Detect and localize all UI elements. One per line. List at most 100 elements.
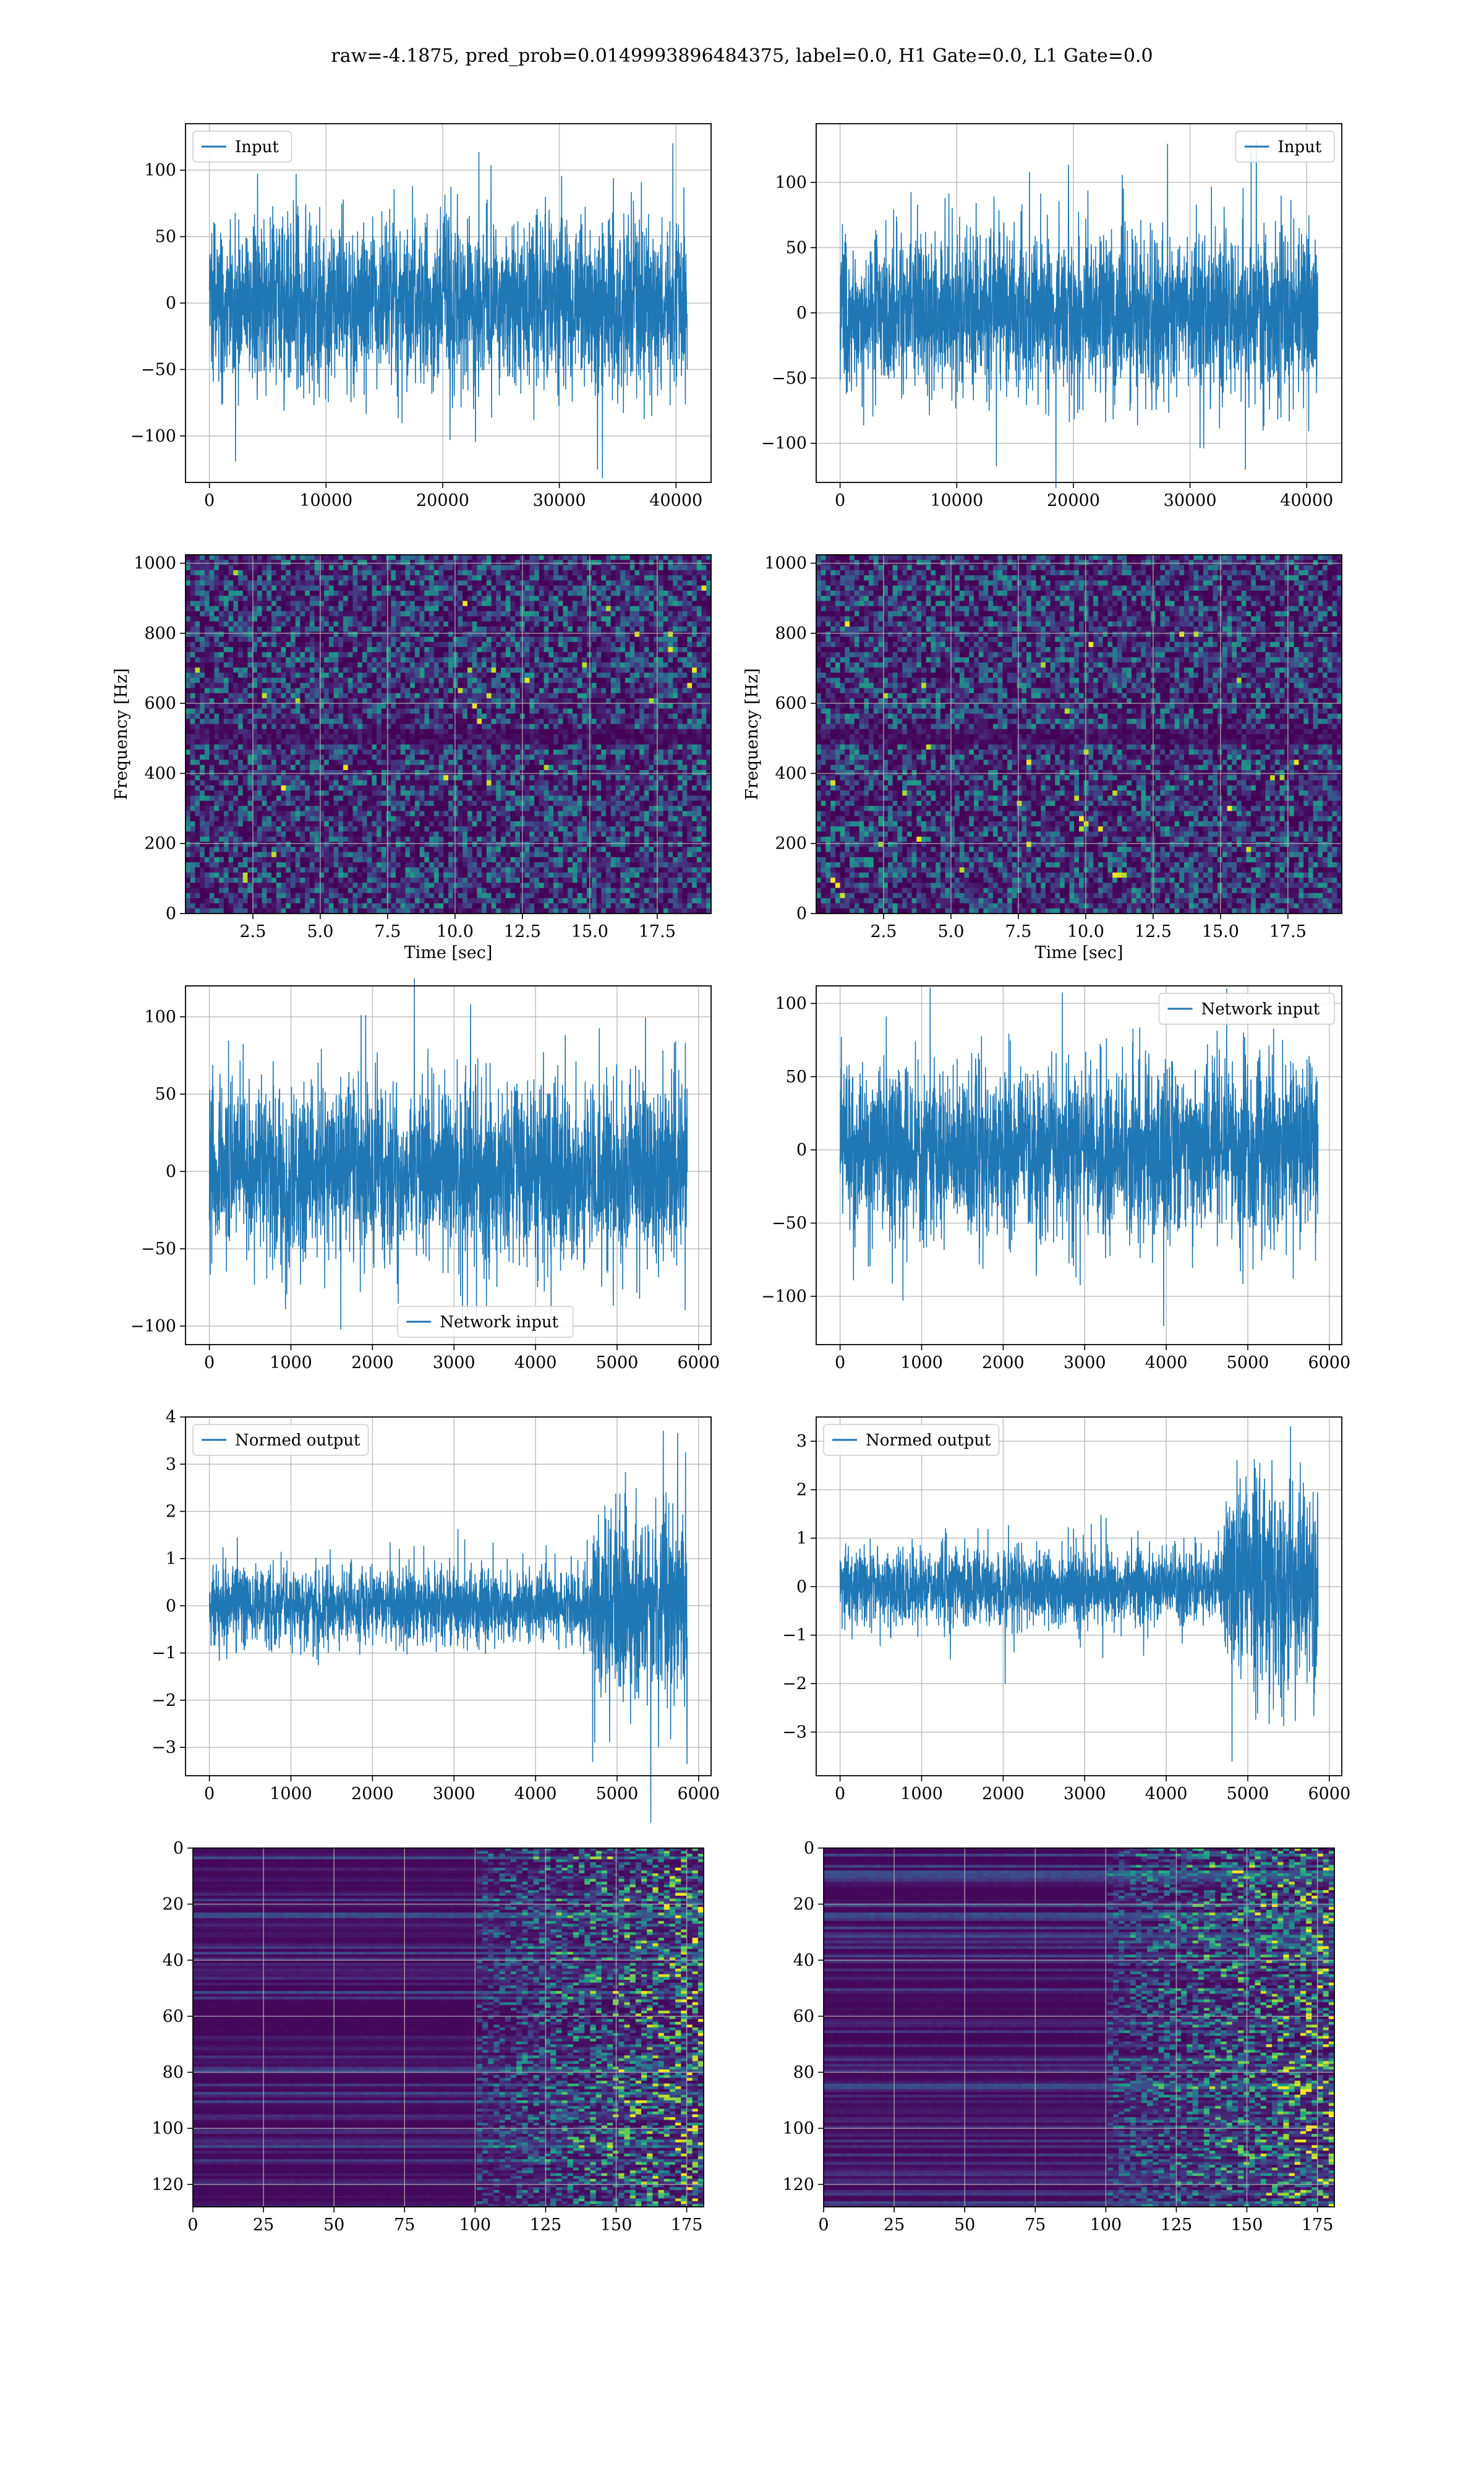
heatmap-cell: [386, 683, 391, 688]
heatmap-cell: [396, 570, 401, 576]
heatmap-cell: [615, 714, 620, 719]
heatmap-cell: [463, 673, 467, 678]
heatmap-cell: [315, 683, 320, 688]
heatmap-cell: [553, 580, 558, 586]
heatmap-cell: [367, 683, 372, 688]
heatmap-cell: [692, 714, 697, 719]
heatmap-cell: [606, 667, 611, 673]
heatmap-cell: [548, 652, 553, 657]
heatmap-cell: [352, 565, 357, 571]
heatmap-cell: [219, 601, 224, 607]
heatmap-cell: [678, 591, 683, 596]
heatmap-cell: [563, 729, 568, 735]
heatmap-cell: [443, 616, 448, 622]
heatmap-cell: [659, 570, 663, 576]
heatmap-cell: [214, 591, 219, 596]
heatmap-cell: [510, 714, 515, 719]
heatmap-cell: [396, 565, 401, 571]
heatmap-cell: [496, 601, 501, 607]
heatmap-cell: [649, 652, 654, 657]
heatmap-cell: [506, 703, 511, 709]
heatmap-cell: [424, 714, 429, 719]
heatmap-cell: [271, 652, 276, 657]
heatmap-cell: [448, 580, 453, 586]
heatmap-cell: [195, 637, 200, 643]
heatmap-cell: [510, 570, 515, 576]
heatmap-cell: [539, 560, 544, 565]
heatmap-cell: [692, 601, 697, 607]
heatmap-cell: [186, 709, 190, 714]
heatmap-cell: [233, 575, 238, 581]
heatmap-cell: [224, 642, 229, 648]
heatmap-cell: [654, 631, 659, 637]
heatmap-cell: [492, 555, 497, 560]
heatmap-cell: [573, 703, 578, 709]
heatmap-cell: [673, 586, 678, 591]
heatmap-cell: [544, 616, 549, 622]
heatmap-cell: [262, 652, 267, 657]
heatmap-cell: [386, 580, 391, 586]
heatmap-cell: [501, 688, 506, 693]
heatmap-cell: [678, 729, 683, 735]
heatmap-cell: [415, 729, 420, 735]
heatmap-cell: [639, 611, 644, 617]
x-tick-label: 30000: [1164, 491, 1217, 510]
heatmap-cell: [257, 631, 262, 637]
heatmap-cell: [367, 586, 372, 591]
heatmap-cell: [229, 606, 234, 612]
heatmap-cell: [305, 667, 310, 673]
heatmap-cell: [271, 719, 276, 724]
heatmap-cell: [276, 673, 281, 678]
heatmap-cell: [529, 724, 534, 729]
heatmap-cell: [329, 616, 334, 622]
heatmap-cell: [362, 555, 367, 560]
heatmap-cell: [281, 683, 286, 688]
heatmap-cell: [386, 647, 391, 653]
heatmap-cell: [573, 642, 578, 648]
heatmap-cell: [262, 616, 267, 622]
heatmap-cell: [458, 688, 463, 693]
heatmap-cell: [611, 693, 616, 699]
heatmap-cell: [529, 601, 534, 607]
heatmap-cell: [262, 734, 267, 740]
heatmap-cell: [405, 575, 410, 581]
heatmap-cell: [410, 616, 415, 622]
heatmap-cell: [310, 555, 315, 560]
heatmap-cell: [190, 667, 195, 673]
heatmap-cell: [558, 714, 563, 719]
heatmap-cell: [424, 719, 429, 724]
heatmap-cell: [683, 642, 688, 648]
heatmap-cell: [386, 622, 391, 627]
heatmap-cell: [434, 555, 439, 560]
heatmap-cell: [233, 570, 238, 576]
heatmap-cell: [210, 555, 215, 560]
heatmap-cell: [506, 642, 511, 648]
heatmap-cell: [525, 688, 530, 693]
heatmap-cell: [578, 657, 582, 663]
heatmap-cell: [324, 642, 329, 648]
heatmap-cell: [410, 678, 415, 683]
heatmap-cell: [401, 673, 406, 678]
heatmap-cell: [214, 673, 219, 678]
heatmap-cell: [563, 693, 568, 699]
heatmap-cell: [210, 734, 215, 740]
heatmap-cell: [410, 709, 415, 714]
heatmap-cell: [515, 611, 520, 617]
heatmap-cell: [506, 596, 511, 601]
heatmap-cell: [539, 662, 544, 668]
heatmap-cell: [315, 631, 320, 637]
y-tick-label: 50: [155, 228, 176, 247]
heatmap-cell: [210, 683, 215, 688]
heatmap-cell: [697, 693, 702, 699]
heatmap-cell: [659, 606, 663, 612]
heatmap-cell: [238, 662, 243, 668]
heatmap-cell: [195, 611, 200, 617]
heatmap-cell: [382, 724, 386, 729]
heatmap-cell: [487, 688, 492, 693]
heatmap-cell: [367, 662, 372, 668]
heatmap-cell: [439, 709, 444, 714]
heatmap-cell: [420, 724, 425, 729]
heatmap-cell: [453, 647, 458, 653]
heatmap-cell: [453, 560, 458, 565]
